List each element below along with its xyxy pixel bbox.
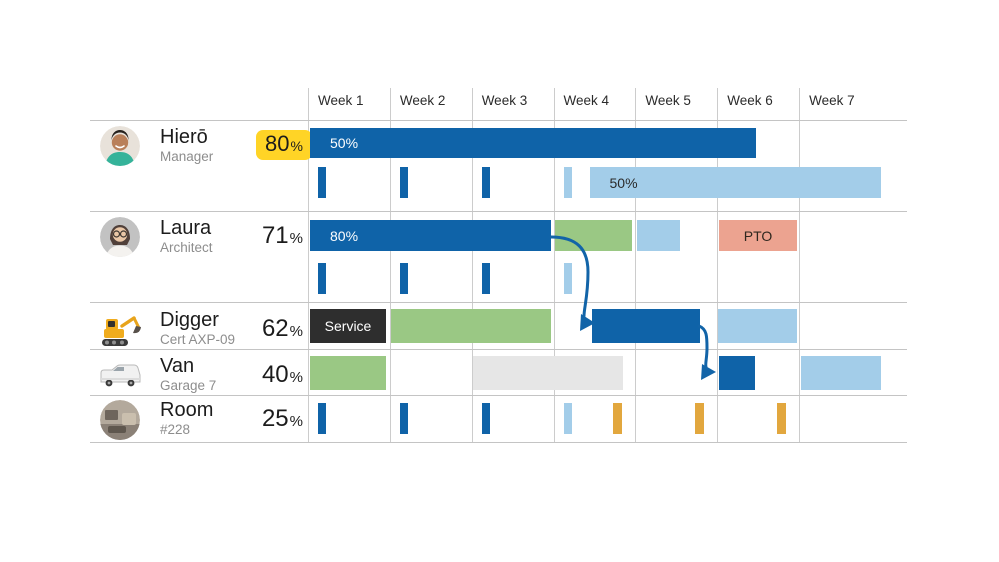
utilization-text: 71 %: [223, 222, 303, 250]
schedule-bar[interactable]: Service: [310, 309, 386, 343]
row-separator-line: [90, 442, 907, 443]
utilization-unit: %: [289, 413, 303, 430]
allocation-tick[interactable]: [613, 403, 623, 434]
resource-name: Hierō: [160, 126, 208, 148]
resource-label-room[interactable]: Room #228: [160, 399, 213, 438]
schedule-bar[interactable]: PTO: [719, 220, 797, 251]
resource-subtitle: #228: [160, 422, 191, 437]
excavator-image: [102, 316, 141, 346]
bar-label: PTO: [743, 227, 773, 244]
schedule-bar[interactable]: [718, 309, 797, 343]
utilization-value: 62: [261, 315, 289, 342]
allocation-tick[interactable]: [318, 403, 326, 434]
van-image: [100, 364, 141, 387]
schedule-bar[interactable]: [555, 220, 632, 251]
avatar-hiero: [100, 126, 140, 171]
row-separator-line: [90, 120, 907, 121]
schedule-bar[interactable]: [719, 356, 755, 390]
dependency-arrow-digger-to-van: [697, 324, 709, 369]
resource-label-laura[interactable]: Laura Architect: [160, 217, 213, 256]
resource-name: Van: [160, 355, 195, 377]
bar-label: 50%: [609, 174, 638, 191]
allocation-tick[interactable]: [399, 403, 408, 434]
row-separator-line: [90, 349, 907, 350]
allocation-tick[interactable]: [563, 167, 572, 198]
schedule-bar[interactable]: [592, 309, 700, 343]
allocation-tick[interactable]: [695, 403, 705, 434]
schedule-bar[interactable]: [472, 356, 623, 390]
room-photo: [100, 400, 140, 440]
schedule-bar[interactable]: [310, 356, 386, 390]
resource-name: Laura: [160, 217, 212, 239]
utilization-value: 25: [261, 405, 289, 432]
bar-label: 80%: [330, 227, 359, 244]
week-header: Week 6: [727, 93, 773, 108]
week-header: Week 2: [399, 93, 446, 108]
resource-subtitle: Manager: [160, 149, 214, 164]
resource-subtitle: Architect: [160, 240, 213, 255]
week-grid-line: [799, 88, 801, 442]
utilization-unit: %: [289, 369, 303, 386]
allocation-tick[interactable]: [318, 167, 326, 198]
allocation-tick[interactable]: [481, 167, 490, 198]
utilization-value: 40: [261, 361, 289, 388]
bar-label: Service: [324, 318, 372, 334]
allocation-tick[interactable]: [563, 263, 572, 294]
week-header: Week 3: [481, 93, 528, 108]
utilization-value: 80: [265, 131, 290, 156]
utilization-unit: %: [289, 323, 303, 340]
person-avatar-image: [100, 217, 140, 257]
schedule-bar[interactable]: 50%: [589, 167, 881, 198]
week-header: Week 7: [809, 93, 855, 108]
avatar-room: [100, 400, 140, 445]
row-separator-line: [90, 395, 907, 396]
row-separator-line: [90, 302, 907, 303]
resource-subtitle: Garage 7: [160, 378, 217, 393]
allocation-tick[interactable]: [399, 263, 408, 294]
utilization-value: 71: [261, 222, 289, 249]
person-avatar-image: [100, 126, 140, 166]
week-grid-line: [635, 88, 637, 442]
van-icon: [97, 363, 143, 394]
schedule-bar[interactable]: [391, 309, 551, 343]
week-grid-line: [389, 88, 391, 442]
utilization-text: 25 %: [223, 405, 303, 433]
resource-name: Room: [160, 399, 214, 421]
allocation-tick[interactable]: [481, 263, 490, 294]
utilization-text: 62 %: [223, 315, 303, 343]
utilization-text: 40 %: [223, 361, 303, 389]
excavator-icon: [98, 312, 144, 353]
schedule-bar[interactable]: 50%: [310, 128, 757, 158]
week-header: Week 4: [563, 93, 610, 108]
schedule-bar[interactable]: 80%: [310, 220, 551, 251]
week-grid-line: [308, 88, 309, 442]
resource-name: Digger: [160, 309, 219, 331]
utilization-unit: %: [290, 138, 303, 154]
resource-label-digger[interactable]: Digger Cert AXP-09: [160, 309, 235, 348]
resource-label-van[interactable]: Van Garage 7: [160, 355, 216, 394]
week-header: Week 1: [318, 93, 364, 108]
week-header: Week 5: [645, 93, 691, 108]
resource-label-hiero[interactable]: Hierō Manager: [160, 126, 213, 165]
utilization-badge: 80 %: [256, 130, 312, 160]
bar-label: 50%: [330, 135, 359, 151]
resource-subtitle: Cert AXP-09: [160, 332, 236, 347]
allocation-tick[interactable]: [777, 403, 787, 434]
allocation-tick[interactable]: [318, 263, 326, 294]
schedule-bar[interactable]: [801, 356, 881, 390]
schedule-bar[interactable]: [636, 220, 680, 251]
allocation-tick[interactable]: [481, 403, 490, 434]
arrowhead-icon: [701, 364, 716, 380]
week-grid-line: [717, 88, 719, 442]
allocation-tick[interactable]: [563, 403, 572, 434]
week-grid-line: [471, 88, 473, 442]
utilization-unit: %: [289, 230, 303, 247]
avatar-laura: [100, 217, 140, 262]
row-separator-line: [90, 211, 907, 212]
allocation-tick[interactable]: [399, 167, 408, 198]
